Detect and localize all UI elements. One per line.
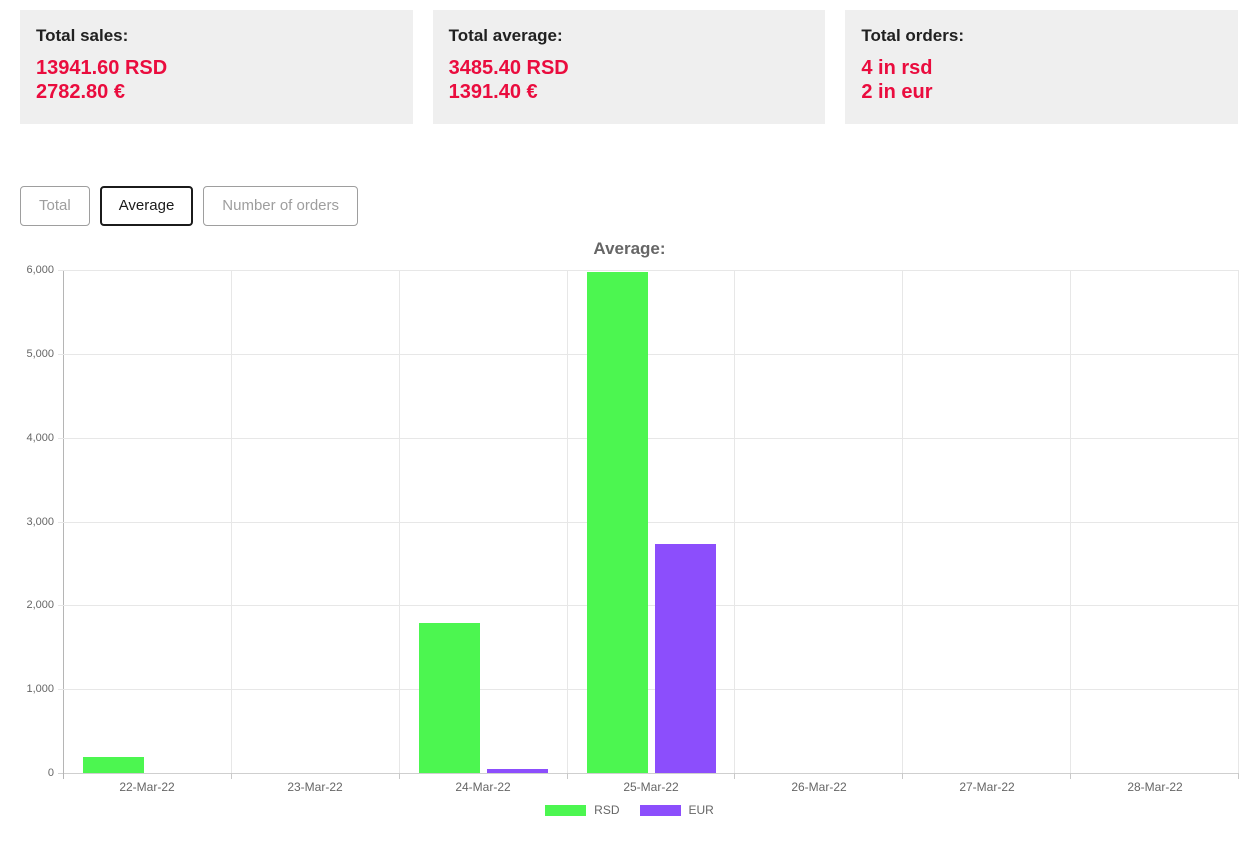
x-tick-label-25-Mar-22: 25-Mar-22 <box>623 780 679 794</box>
card-total-sales-title: Total sales: <box>36 26 129 45</box>
chart-title: Average: <box>593 239 666 258</box>
bar-group-25-Mar-22 <box>568 270 736 779</box>
tab-average[interactable]: Average <box>99 186 194 226</box>
legend-label-rsd: RSD <box>594 803 620 817</box>
summary-cards: Total sales: 13941.60 RSD 2782.80 € Tota… <box>0 0 1259 124</box>
tab-number-of-orders[interactable]: Number of orders <box>203 186 359 226</box>
legend-swatch-rsd <box>545 804 587 816</box>
x-tick-label-26-Mar-22: 26-Mar-22 <box>791 780 847 794</box>
card-total-average: Total average: 3485.40 RSD 1391.40 € <box>432 10 826 124</box>
bar-group-24-Mar-22 <box>400 270 568 779</box>
y-tick-label-3000: 3,000 <box>26 515 54 528</box>
y-tick-label-5000: 5,000 <box>26 347 54 360</box>
bar-groups <box>64 270 1240 779</box>
gridline-y-2000 <box>58 605 1239 607</box>
bar-eur-24-Mar-22[interactable] <box>486 768 548 773</box>
bar-group-27-Mar-22 <box>903 270 1072 779</box>
legend-item-rsd[interactable]: RSD <box>545 803 620 817</box>
card-total-average-eur-value: 1391.40 € <box>448 81 538 103</box>
bar-rsd-25-Mar-22[interactable] <box>586 271 648 773</box>
y-tick-label-6000: 6,000 <box>26 264 54 276</box>
bar-rsd-24-Mar-22[interactable] <box>418 623 480 773</box>
bar-eur-25-Mar-22[interactable] <box>654 543 716 773</box>
card-total-sales-eur-value: 2782.80 € <box>36 81 125 103</box>
y-tick-label-4000: 4,000 <box>26 431 54 444</box>
bar-group-22-Mar-22 <box>64 270 232 779</box>
x-tick-label-27-Mar-22: 27-Mar-22 <box>959 780 1015 794</box>
x-tick-label-22-Mar-22: 22-Mar-22 <box>119 780 175 794</box>
card-total-average-rsd-value: 3485.40 RSD <box>448 57 569 79</box>
bar-group-26-Mar-22 <box>735 270 904 779</box>
gridline-y-5000 <box>58 353 1239 355</box>
legend-swatch-eur <box>639 804 681 816</box>
x-tick-label-24-Mar-22: 24-Mar-22 <box>455 780 511 794</box>
average-bar-chart: Average: 0 1,000 2,000 3,000 4,000 5,000 6,000… <box>20 239 1240 817</box>
gridline-y-4000 <box>58 437 1239 439</box>
gridline-y-0 <box>58 773 1239 774</box>
plot-row: 0 1,000 2,000 3,000 4,000 5,000 6,000 <box>20 264 1240 779</box>
bar-rsd-22-Mar-22[interactable] <box>82 756 144 773</box>
chart-mode-tabs: Total Average Number of orders <box>20 186 1259 226</box>
legend-item-eur[interactable]: EUR <box>639 803 714 817</box>
chart-legend: RSD EUR <box>20 803 1239 817</box>
y-axis-labels: 0 1,000 2,000 3,000 4,000 5,000 6,000 <box>20 264 63 779</box>
x-axis-labels: 22-Mar-22 23-Mar-22 24-Mar-22 25-Mar-22 26-M… <box>63 773 1239 794</box>
tab-total[interactable]: Total <box>20 186 90 226</box>
y-tick-label-2000: 2,000 <box>26 599 54 612</box>
gridline-y-3000 <box>58 521 1239 523</box>
gridline-y-6000 <box>58 270 1239 271</box>
x-tick-label-23-Mar-22: 23-Mar-22 <box>287 780 343 794</box>
plot-area <box>58 270 1240 779</box>
card-total-sales: Total sales: 13941.60 RSD 2782.80 € <box>20 10 413 124</box>
card-total-average-title: Total average: <box>448 26 563 45</box>
card-total-orders-eur-value: 2 in eur <box>861 81 933 103</box>
x-tick-label-28-Mar-22: 28-Mar-22 <box>1127 780 1183 794</box>
gridline-y-1000 <box>58 689 1239 691</box>
card-total-sales-rsd-value: 13941.60 RSD <box>36 57 168 79</box>
card-total-orders-title: Total orders: <box>861 26 964 45</box>
card-total-orders: Total orders: 4 in rsd 2 in eur <box>845 10 1239 124</box>
bar-group-23-Mar-22 <box>232 270 400 779</box>
legend-label-eur: EUR <box>688 803 714 817</box>
card-total-orders-rsd-value: 4 in rsd <box>861 57 933 79</box>
y-tick-label-0: 0 <box>47 767 54 779</box>
bar-group-28-Mar-22 <box>1071 270 1240 779</box>
y-tick-label-1000: 1,000 <box>26 683 54 696</box>
